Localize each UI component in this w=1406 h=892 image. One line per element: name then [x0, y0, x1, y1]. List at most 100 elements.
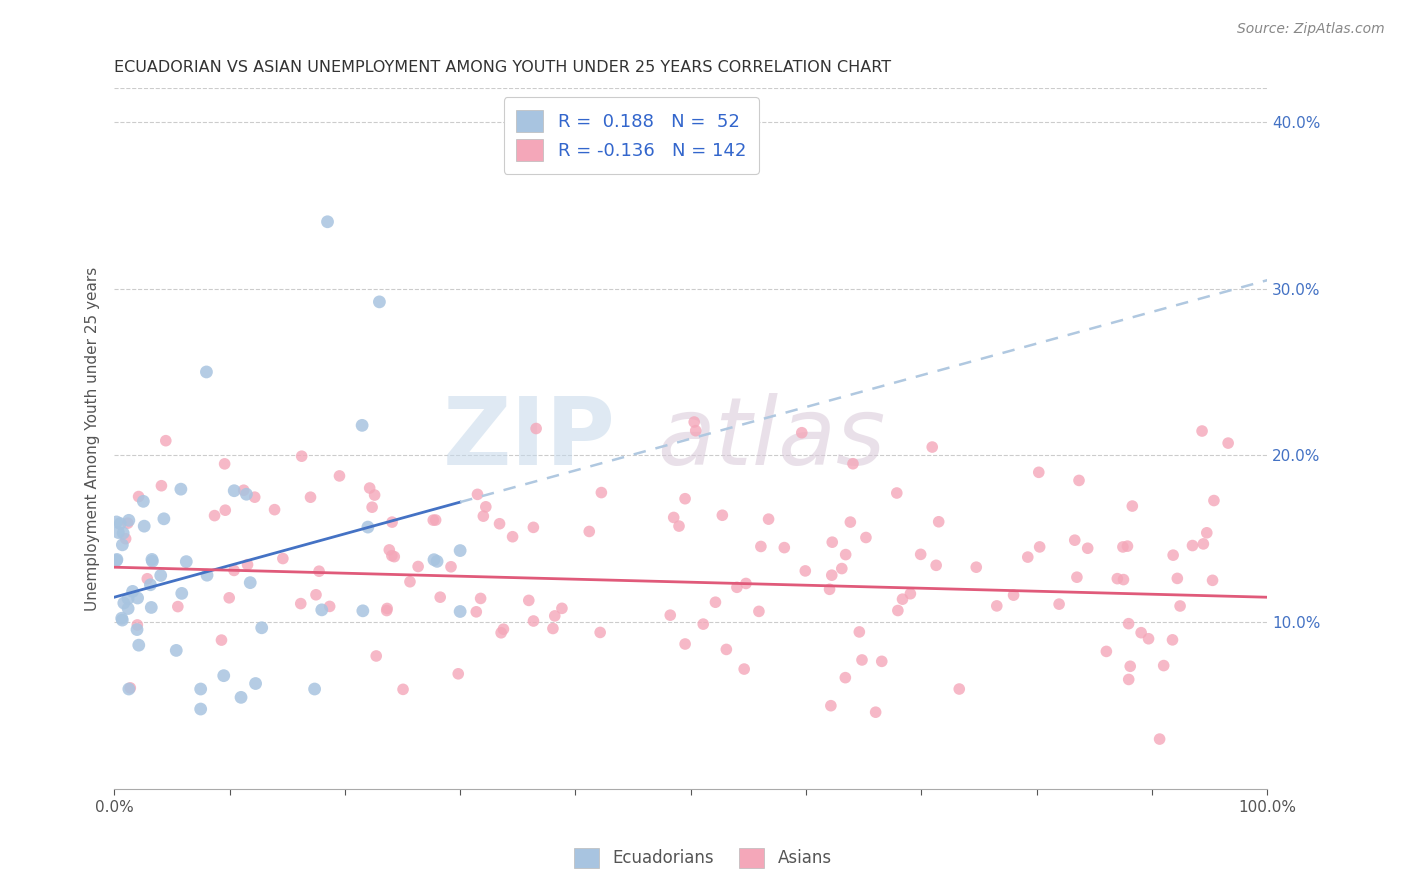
Asians [1112, 540, 1135, 554]
Ecuadorians [118, 681, 141, 696]
Asians [834, 548, 856, 562]
Asians [517, 593, 540, 607]
Ecuadorians [368, 294, 391, 309]
Asians [1201, 574, 1223, 588]
Asians [733, 662, 755, 676]
Asians [222, 564, 245, 578]
Ecuadorians [239, 575, 262, 590]
Ecuadorians [190, 702, 212, 716]
Asians [842, 457, 865, 471]
Asians [821, 568, 844, 582]
Ecuadorians [195, 365, 218, 379]
Asians [818, 582, 841, 597]
Legend: Ecuadorians, Asians: Ecuadorians, Asians [568, 841, 838, 875]
Ecuadorians [352, 418, 374, 433]
Asians [1130, 625, 1153, 640]
Y-axis label: Unemployment Among Youth under 25 years: Unemployment Among Youth under 25 years [86, 267, 100, 611]
Ecuadorians [105, 515, 128, 529]
Asians [1181, 539, 1204, 553]
Asians [848, 624, 870, 639]
Asians [291, 449, 314, 463]
Asians [127, 618, 149, 632]
Asians [711, 508, 734, 523]
Asians [1149, 732, 1171, 747]
Asians [375, 601, 398, 615]
Asians [467, 487, 489, 501]
Asians [502, 530, 524, 544]
Asians [378, 542, 401, 557]
Ecuadorians [121, 584, 143, 599]
Ecuadorians [352, 604, 374, 618]
Asians [589, 625, 612, 640]
Asians [381, 515, 404, 529]
Ecuadorians [111, 613, 134, 627]
Asians [685, 424, 707, 438]
Asians [361, 500, 384, 515]
Asians [117, 516, 139, 531]
Ecuadorians [224, 483, 246, 498]
Asians [232, 483, 254, 498]
Asians [425, 513, 447, 527]
Asians [136, 572, 159, 586]
Asians [821, 535, 844, 549]
Asians [492, 622, 515, 636]
Asians [214, 503, 236, 517]
Asians [965, 560, 987, 574]
Asians [392, 682, 415, 697]
Asians [1168, 599, 1191, 613]
Ecuadorians [170, 482, 193, 496]
Asians [749, 540, 772, 554]
Ecuadorians [449, 605, 471, 619]
Asians [150, 479, 173, 493]
Asians [855, 531, 877, 545]
Ecuadorians [117, 591, 139, 606]
Asians [299, 490, 322, 504]
Asians [271, 551, 294, 566]
Ecuadorians [112, 526, 135, 541]
Asians [1118, 673, 1140, 687]
Asians [128, 490, 150, 504]
Text: ECUADORIAN VS ASIAN UNEMPLOYMENT AMONG YOUTH UNDER 25 YEARS CORRELATION CHART: ECUADORIAN VS ASIAN UNEMPLOYMENT AMONG Y… [114, 60, 891, 75]
Asians [551, 601, 574, 615]
Asians [1192, 537, 1215, 551]
Asians [831, 561, 853, 575]
Asians [328, 469, 350, 483]
Asians [735, 576, 758, 591]
Asians [440, 559, 463, 574]
Asians [773, 541, 796, 555]
Asians [422, 513, 444, 527]
Ecuadorians [357, 520, 380, 534]
Asians [820, 698, 842, 713]
Ecuadorians [153, 512, 176, 526]
Asians [218, 591, 240, 605]
Asians [704, 595, 727, 609]
Asians [524, 421, 547, 435]
Ecuadorians [212, 668, 235, 682]
Asians [1195, 525, 1218, 540]
Text: atlas: atlas [658, 393, 886, 484]
Ecuadorians [426, 554, 449, 568]
Asians [406, 559, 429, 574]
Asians [488, 516, 510, 531]
Asians [1002, 588, 1025, 602]
Asians [1095, 644, 1118, 658]
Asians [1218, 436, 1240, 450]
Ecuadorians [304, 681, 326, 696]
Ecuadorians [149, 568, 172, 582]
Asians [243, 490, 266, 504]
Asians [716, 642, 738, 657]
Asians [928, 515, 950, 529]
Asians [925, 558, 948, 573]
Asians [1119, 659, 1142, 673]
Asians [308, 564, 330, 578]
Asians [155, 434, 177, 448]
Asians [794, 564, 817, 578]
Asians [910, 547, 932, 561]
Asians [318, 599, 340, 614]
Asians [758, 512, 780, 526]
Asians [1112, 573, 1135, 587]
Asians [1017, 550, 1039, 565]
Ecuadorians [190, 681, 212, 696]
Asians [375, 603, 398, 617]
Text: Source: ZipAtlas.com: Source: ZipAtlas.com [1237, 22, 1385, 37]
